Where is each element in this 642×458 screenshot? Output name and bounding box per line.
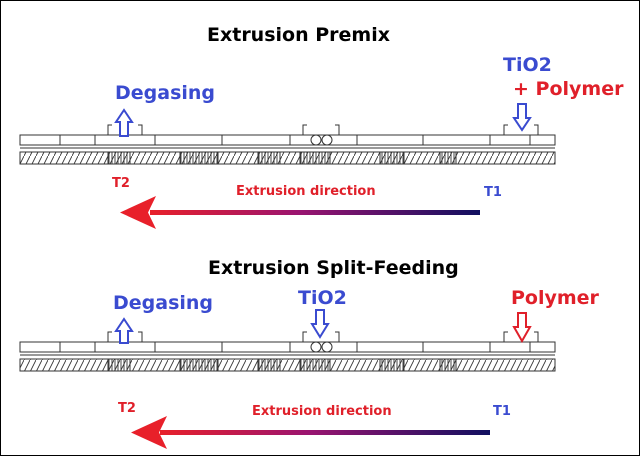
panel-1-degasing-arrow-icon xyxy=(114,108,134,137)
panel-2-t2-label: T2 xyxy=(118,401,136,416)
panel-2-degasing-arrow-icon xyxy=(114,317,134,344)
panel-1-feed-arrow-icon xyxy=(512,103,532,132)
panel-1-title: Extrusion Premix xyxy=(207,24,390,46)
panel-1-degasing-label: Degasing xyxy=(115,82,216,104)
panel-1-extruder xyxy=(19,124,556,165)
panel-2-degasing-label: Degasing xyxy=(113,292,214,314)
panel-1-t2-label: T2 xyxy=(112,176,130,191)
panel-1-polymer-label: + Polymer xyxy=(513,78,624,100)
panel-1-t1-label: T1 xyxy=(484,185,502,200)
panel-2-t1-label: T1 xyxy=(493,404,511,419)
panel-1-tio2-label: TiO2 xyxy=(503,54,552,76)
panel-2-title: Extrusion Split-Feeding xyxy=(208,257,459,279)
panel-2-direction-arrow-icon xyxy=(131,416,490,449)
panel-2-direction-label: Extrusion direction xyxy=(252,404,392,419)
panel-2-extruder xyxy=(19,331,556,372)
panel-1-direction-label: Extrusion direction xyxy=(236,184,376,199)
panel-2-tio2-arrow-icon xyxy=(310,309,330,339)
panel-2-polymer-arrow-icon xyxy=(512,312,532,344)
panel-1-direction-arrow-icon xyxy=(120,196,480,229)
panel-2-polymer-label: Polymer xyxy=(511,287,599,309)
panel-2-tio2-label: TiO2 xyxy=(298,287,347,309)
